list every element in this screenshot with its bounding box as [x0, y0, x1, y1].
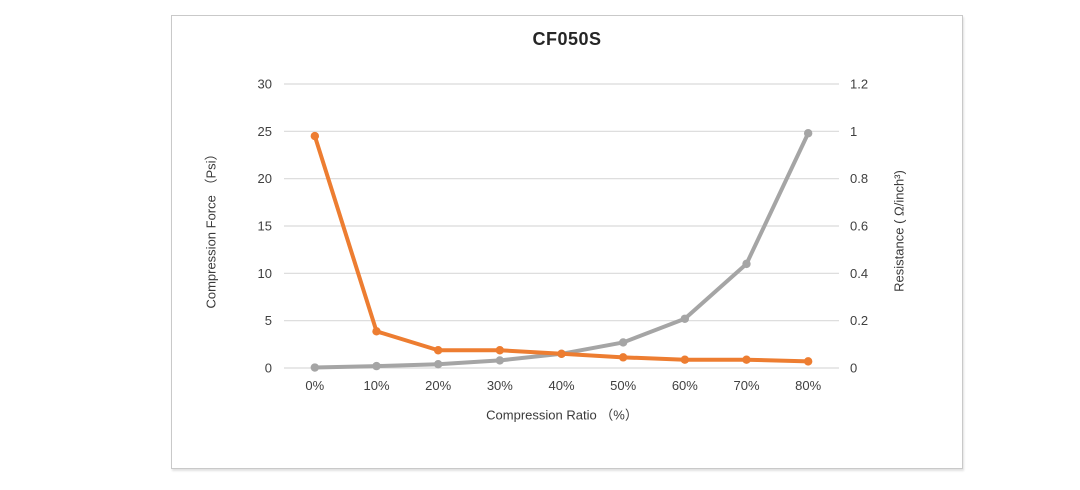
data-point-marker	[680, 355, 690, 364]
right-axis-tick-label: 0.8	[850, 171, 868, 186]
x-axis-tick-label: 50%	[610, 378, 636, 393]
x-axis-tick-label: 70%	[733, 378, 759, 393]
left-axis-tick-label: 10	[258, 266, 272, 281]
x-axis-tick-label: 20%	[425, 378, 451, 393]
left-axis-tick-label: 30	[258, 77, 272, 92]
left-axis-tick-label: 25	[258, 124, 272, 139]
x-axis-tick-label: 40%	[548, 378, 574, 393]
right-axis-tick-label: 0	[850, 361, 857, 376]
x-axis-tick-label: 80%	[795, 378, 821, 393]
chart-container: CF050S Compression Force （Psi） Resistanc…	[171, 15, 963, 469]
x-axis-tick-label: 10%	[363, 378, 389, 393]
data-point-marker	[680, 314, 690, 323]
left-axis-tick-label: 15	[258, 219, 272, 234]
line-chart-plot: 0 0 5 0.2 10 0.4 15 0.6 20 0.8 25 1 30 1.2 0% 10% 20% 30%…	[258, 77, 869, 394]
x-axis-tick-label: 30%	[487, 378, 513, 393]
left-axis-tick-label: 20	[258, 171, 272, 186]
chart-title: CF050S	[532, 29, 602, 49]
right-axis-tick-label: 0.4	[850, 266, 868, 281]
data-point-marker	[372, 361, 381, 371]
data-point-marker	[495, 356, 505, 365]
data-point-marker	[803, 357, 813, 366]
data-point-marker	[310, 363, 320, 372]
data-point-marker	[618, 353, 628, 362]
x-axis-title: Compression Ratio （%）	[486, 407, 638, 423]
left-axis-tick-label: 0	[265, 361, 272, 376]
data-point-marker	[618, 338, 628, 347]
data-point-marker	[557, 349, 566, 358]
data-point-marker	[803, 129, 813, 138]
data-point-marker	[742, 355, 751, 364]
series-line-resistance-inch	[312, 134, 811, 364]
data-point-marker	[495, 346, 505, 355]
x-axis-tick-label: 0%	[305, 378, 324, 393]
right-axis-tick-label: 1.2	[850, 77, 868, 92]
data-point-marker	[310, 131, 320, 141]
data-point-marker	[742, 259, 751, 269]
data-point-marker	[433, 360, 443, 369]
series-line-compression-force-psi	[312, 131, 811, 370]
right-axis-tick-label: 0.2	[850, 313, 868, 328]
right-axis-tick-label: 0.6	[850, 219, 868, 234]
left-axis-tick-label: 5	[265, 313, 272, 328]
right-axis-tick-label: 1	[850, 124, 857, 139]
data-point-marker	[372, 327, 381, 336]
x-axis-tick-label: 60%	[672, 378, 698, 393]
data-point-marker	[433, 346, 443, 355]
